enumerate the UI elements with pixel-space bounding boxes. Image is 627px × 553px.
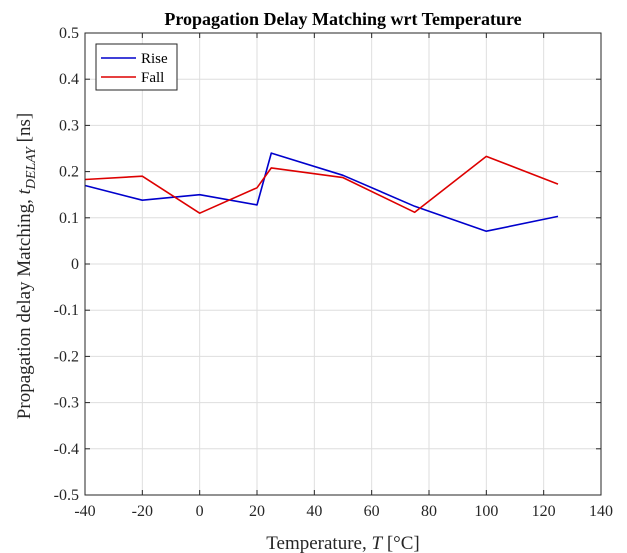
- y-tick-label: 0.4: [59, 71, 79, 88]
- x-tick-label: 80: [421, 503, 437, 520]
- y-tick-label: 0.1: [59, 210, 79, 227]
- chart-title: Propagation Delay Matching wrt Temperatu…: [164, 9, 521, 29]
- x-tick-label: 20: [249, 503, 265, 520]
- series-line-rise: [84, 152, 559, 232]
- y-tick-labels: -0.5 -0.4 -0.3 -0.2 -0.1 0 0.1 0.2 0.3 0.4 0.5: [54, 25, 79, 504]
- y-tick-label: -0.1: [54, 302, 79, 319]
- x-tick-label: 100: [474, 503, 498, 520]
- x-tick-labels: -40 -20 0 20 40 60 80 100 120 140: [74, 503, 613, 520]
- y-tick-label: -0.4: [54, 441, 79, 458]
- legend-label-rise: Rise: [141, 51, 168, 67]
- x-tick-label: -40: [74, 503, 95, 520]
- y-tick-label: 0.5: [59, 25, 79, 42]
- y-axis-label: Propagation delay Matching, tDELAY [ns]: [14, 113, 39, 419]
- x-tick-label: 60: [364, 503, 380, 520]
- x-tick-label: -20: [132, 503, 153, 520]
- y-tick-label: -0.3: [54, 395, 79, 412]
- series-line-fall: [84, 155, 559, 214]
- legend-label-fall: Fall: [141, 70, 164, 86]
- y-tick-label: 0.2: [59, 164, 79, 181]
- plot-frame: [84, 32, 602, 496]
- x-tick-label: 0: [196, 503, 204, 520]
- series-lines: [84, 152, 559, 232]
- y-tick-label: -0.2: [54, 348, 79, 365]
- legend: Rise Fall: [95, 43, 178, 91]
- x-tick-label: 140: [589, 503, 613, 520]
- y-tick-label: 0: [71, 256, 79, 273]
- legend-box: [95, 43, 178, 91]
- y-tick-label: 0.3: [59, 117, 79, 134]
- grid: [84, 32, 602, 496]
- x-tick-label: 120: [532, 503, 556, 520]
- y-tick-label: -0.5: [54, 487, 79, 504]
- x-axis-label: Temperature, T [°C]: [266, 533, 420, 553]
- x-tick-label: 40: [306, 503, 322, 520]
